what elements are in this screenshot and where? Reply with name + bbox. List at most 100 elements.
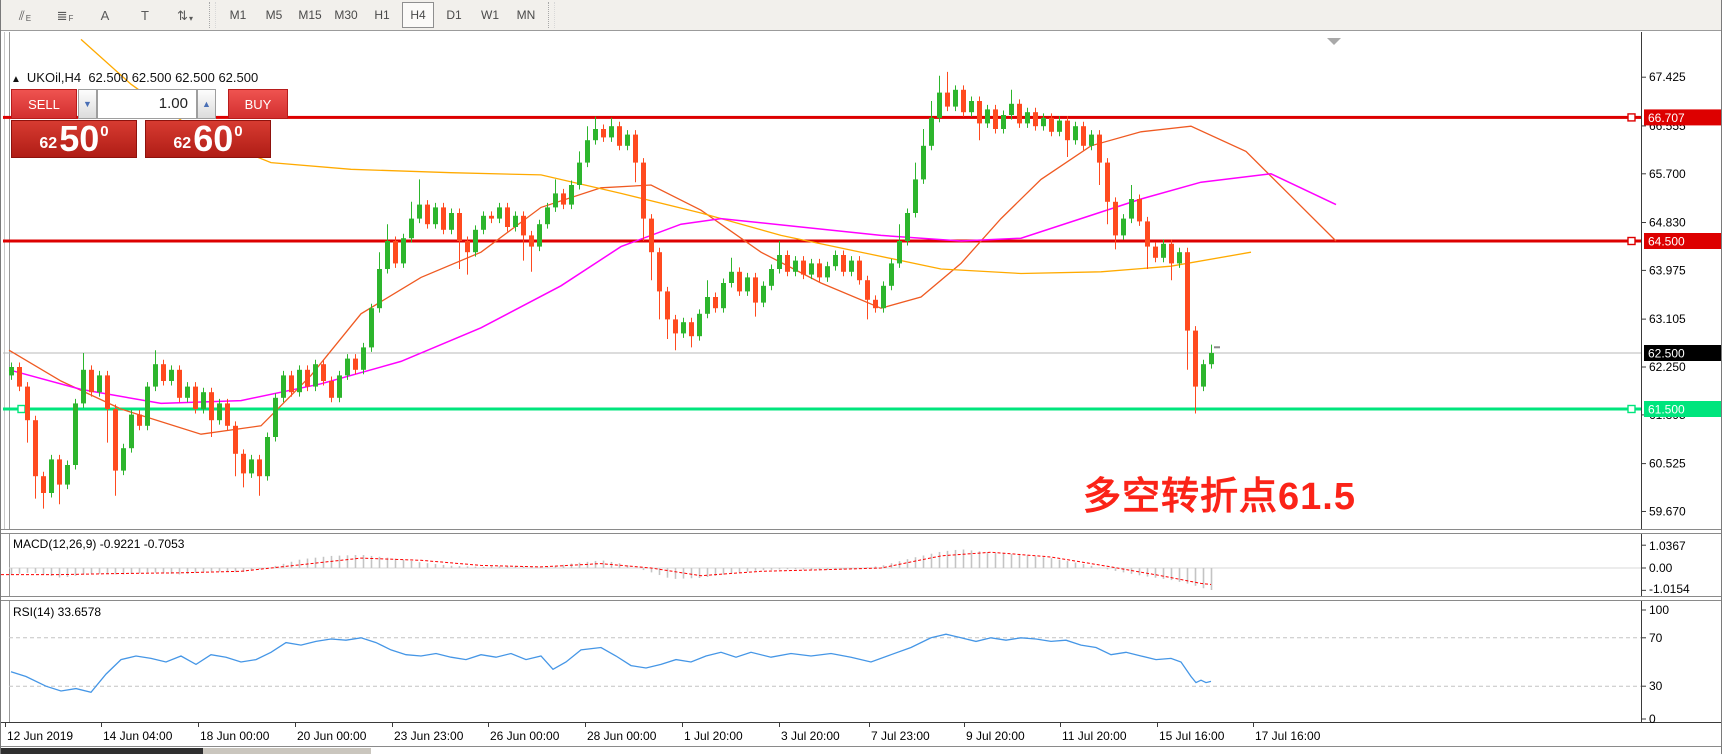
sell-price-sup: 0 — [100, 123, 109, 140]
candle-body — [857, 260, 862, 281]
timeframe-button-w1[interactable]: W1 — [481, 8, 499, 22]
date-label: 15 Jul 16:00 — [1159, 729, 1225, 743]
candle-body — [249, 459, 254, 474]
candle-body — [345, 358, 350, 376]
hline-64.500[interactable] — [3, 239, 1641, 243]
candle-body — [473, 229, 478, 253]
timeframe-button-h4[interactable]: H4 — [402, 2, 434, 28]
candle-body — [105, 375, 110, 409]
candle-body — [1001, 115, 1006, 129]
date-label: 3 Jul 20:00 — [781, 729, 840, 743]
timeframe-button-m5[interactable]: M5 — [265, 8, 283, 22]
candle-body — [601, 129, 606, 138]
hline-handle-61.500[interactable] — [17, 404, 26, 414]
hline-handle-61.500[interactable] — [1627, 404, 1636, 414]
candle-body — [297, 369, 302, 393]
candle-body — [97, 375, 102, 393]
timeframe-button-m15[interactable]: M15 — [298, 8, 322, 22]
main-chart-panel: 67.425 66.555 65.700 64.830 63.975 63.105 62.2… — [1, 32, 1721, 530]
time-axis-canvas[interactable]: 12 Jun 2019 14 Jun 04:00 18 Jun 00:00 20 Ju… — [1, 723, 1722, 746]
buy-price-quote[interactable]: 62 60 0 — [145, 120, 271, 158]
candle-body — [1121, 218, 1126, 236]
candle-body — [281, 375, 286, 398]
status-strip-light — [203, 748, 371, 754]
candle-body — [481, 215, 486, 230]
candle-body — [409, 218, 414, 239]
date-label: 14 Jun 04:00 — [103, 729, 173, 743]
arrows-tool-icon: ⇅ — [177, 7, 188, 23]
sell-price-small: 62 — [39, 135, 58, 152]
ma-magenta — [8, 173, 1337, 405]
hline-66.707[interactable] — [3, 115, 1641, 119]
timeframe-button-h1[interactable]: H1 — [374, 8, 390, 22]
rsi-panel: RSI(14) 33.6578 100 70 30 0 — [1, 600, 1722, 723]
hline-61.500[interactable] — [3, 407, 1641, 411]
candle-body — [561, 193, 566, 205]
candle-body — [233, 425, 238, 454]
candle-body — [753, 277, 758, 303]
price-tick-label: 64.830 — [1649, 216, 1686, 230]
candle-body — [665, 291, 670, 320]
text-annotation-tool[interactable]: A — [87, 2, 123, 28]
candle-body — [1009, 103, 1014, 115]
candle-body — [817, 263, 822, 278]
collapse-arrow-icon[interactable]: ▲ — [11, 74, 21, 85]
candle-body — [1129, 199, 1134, 219]
date-label: 23 Jun 23:00 — [394, 729, 464, 743]
hline-handle-66.707[interactable] — [1627, 113, 1636, 122]
candle-body — [1169, 243, 1174, 264]
candle-body — [33, 420, 38, 477]
buy-price-small: 62 — [173, 135, 192, 152]
volume-input[interactable]: 1.00 — [97, 89, 197, 119]
sell-price-big: 50 — [59, 117, 100, 159]
fibonacci-tool[interactable]: ≣ F — [47, 2, 83, 28]
macd-axis-label: -1.0154 — [1649, 582, 1690, 596]
candle-body — [841, 255, 846, 272]
hline-handle-64.500[interactable] — [1627, 236, 1636, 246]
candle-body — [113, 409, 118, 471]
candle-body — [537, 224, 542, 247]
candle-body — [129, 414, 134, 449]
timeframe-button-m1[interactable]: M1 — [229, 8, 247, 22]
candle-body — [145, 386, 150, 426]
candle-body — [121, 448, 126, 471]
last-bar-marker — [1214, 346, 1220, 349]
chart-shift-marker-icon[interactable] — [1327, 38, 1341, 45]
candle-body — [873, 299, 878, 309]
candle-body — [169, 369, 174, 381]
rsi-axis-label: 100 — [1649, 603, 1669, 617]
date-label: 26 Jun 00:00 — [490, 729, 560, 743]
sell-button[interactable]: SELL — [11, 89, 77, 119]
candle-body — [193, 386, 198, 409]
rsi-canvas[interactable]: RSI(14) 33.6578 100 70 30 0 — [1, 600, 1722, 723]
volume-decrease-button[interactable]: ▼ — [78, 89, 97, 119]
candle-body — [1177, 252, 1182, 264]
macd-axis-label: 1.0367 — [1649, 539, 1686, 553]
equidistant-channel-tool[interactable]: ⫽ E — [7, 2, 43, 28]
arrows-tool[interactable]: ⇅ ▾ — [167, 2, 203, 28]
timeframe-button-mn[interactable]: MN — [516, 8, 536, 22]
candle-body — [1145, 221, 1150, 247]
candle-body — [449, 213, 454, 230]
candle-body — [977, 101, 982, 124]
candle-body — [825, 266, 830, 278]
timeframe-button-m30[interactable]: M30 — [334, 8, 358, 22]
candle-body — [705, 297, 710, 314]
candle-body — [881, 285, 886, 309]
candle-body — [945, 92, 950, 107]
text-label-tool[interactable]: T — [127, 2, 163, 28]
candle-body — [569, 185, 574, 205]
volume-increase-button[interactable]: ▲ — [197, 89, 216, 119]
equidistant-channel-tool-icon: ⫽ — [18, 7, 25, 23]
arrows-tool-sub: ▾ — [188, 14, 193, 23]
timeframe-button-d1[interactable]: D1 — [446, 8, 462, 22]
ma-fast-orange-red — [8, 125, 1337, 435]
sell-price-quote[interactable]: 62 50 0 — [11, 120, 137, 158]
candle-body — [593, 129, 598, 141]
candle-body — [313, 364, 318, 387]
macd-canvas[interactable]: MACD(12,26,9) -0.9221 -0.7053 1.0367 0.00 -… — [1, 533, 1722, 597]
toolbar-separator — [209, 2, 216, 28]
candle-body — [305, 369, 310, 387]
candle-body — [745, 277, 750, 292]
buy-button[interactable]: BUY — [228, 89, 288, 119]
